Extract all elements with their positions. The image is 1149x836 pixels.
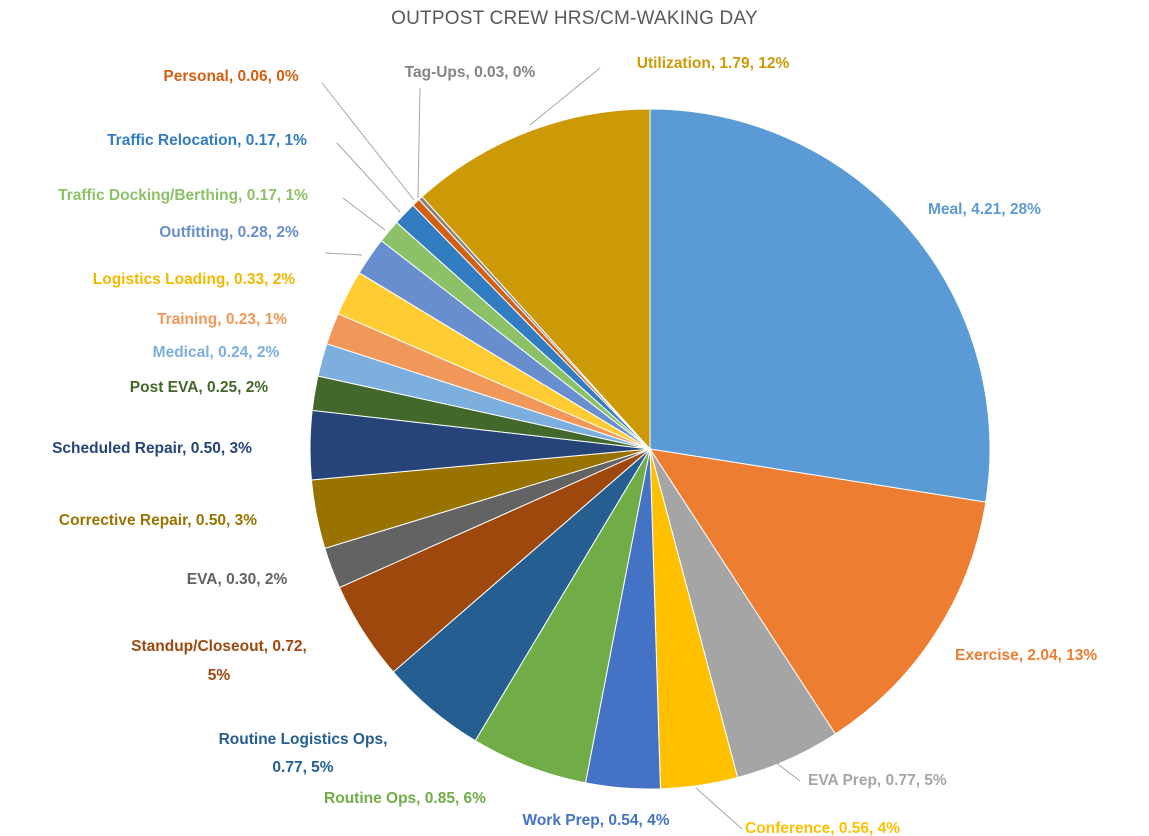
leader-line-utilization bbox=[529, 67, 601, 126]
slice-label-corrective-repair: Corrective Repair, 0.50, 3% bbox=[59, 512, 257, 529]
leader-line-traffic-relocation bbox=[336, 142, 401, 213]
slice-label-personal: Personal, 0.06, 0% bbox=[163, 68, 298, 85]
slice-label-medical: Medical, 0.24, 2% bbox=[153, 344, 280, 361]
leader-line-personal bbox=[321, 82, 415, 201]
slice-label-traffic-docking-berthing: Traffic Docking/Berthing, 0.17, 1% bbox=[58, 187, 308, 204]
slice-label-conference: Conference, 0.56, 4% bbox=[745, 820, 900, 836]
slice-label-routine-logistics-ops-line2: 0.77, 5% bbox=[272, 759, 333, 776]
pie-slices bbox=[309, 108, 991, 790]
leader-line-tag-ups bbox=[417, 87, 421, 199]
slice-label-outfitting: Outfitting, 0.28, 2% bbox=[159, 224, 299, 241]
leader-lines bbox=[321, 67, 801, 830]
slice-label-utilization: Utilization, 1.79, 12% bbox=[637, 55, 790, 72]
slice-label-eva-prep: EVA Prep, 0.77, 5% bbox=[808, 772, 947, 789]
slice-labels: Meal, 4.21, 28% Exercise, 2.04, 13% EVA Pr… bbox=[52, 55, 1097, 836]
pie-slice-exercise bbox=[648, 448, 987, 735]
slice-label-exercise: Exercise, 2.04, 13% bbox=[955, 647, 1097, 664]
leader-line-conference bbox=[695, 787, 743, 830]
slice-label-scheduled-repair: Scheduled Repair, 0.50, 3% bbox=[52, 440, 252, 457]
slice-label-traffic-relocation: Traffic Relocation, 0.17, 1% bbox=[107, 132, 307, 149]
slice-label-tag-ups: Tag-Ups, 0.03, 0% bbox=[405, 64, 536, 81]
leader-line-eva-prep bbox=[769, 757, 801, 782]
chart-title: OUTPOST CREW HRS/CM-WAKING DAY bbox=[391, 8, 758, 29]
pie-slice-meal bbox=[649, 108, 991, 503]
slice-label-routine-ops: Routine Ops, 0.85, 6% bbox=[324, 790, 486, 807]
slice-label-eva: EVA, 0.30, 2% bbox=[187, 571, 288, 588]
leader-line-outfitting bbox=[324, 252, 363, 256]
slice-label-standup-closeout-line2: 5% bbox=[208, 667, 231, 684]
slice-label-logistics-loading: Logistics Loading, 0.33, 2% bbox=[93, 271, 296, 288]
slice-label-training: Training, 0.23, 1% bbox=[157, 311, 287, 328]
slice-label-work-prep: Work Prep, 0.54, 4% bbox=[522, 812, 669, 829]
slice-label-standup-closeout: Standup/Closeout, 0.72, bbox=[131, 638, 307, 655]
slice-label-routine-logistics-ops: Routine Logistics Ops, bbox=[219, 731, 388, 748]
slice-label-post-eva: Post EVA, 0.25, 2% bbox=[130, 379, 269, 396]
leader-line-traffic-docking-berthing bbox=[342, 197, 386, 231]
pie-slice-utilization bbox=[421, 108, 651, 451]
slice-label-meal: Meal, 4.21, 28% bbox=[928, 201, 1041, 218]
